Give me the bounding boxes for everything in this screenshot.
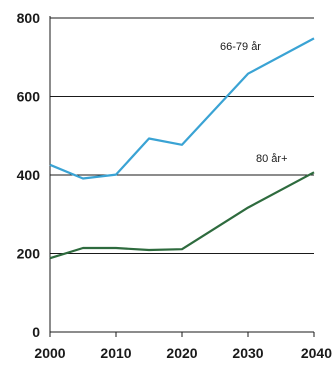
y-tick-label: 800 xyxy=(17,10,41,26)
x-tick-label: 2030 xyxy=(232,345,263,361)
y-tick-label: 200 xyxy=(17,246,41,262)
series-labels: 66-79 år 80 år+ xyxy=(220,41,288,165)
x-tick-label: 2000 xyxy=(34,345,65,361)
x-tick-label: 2020 xyxy=(166,345,197,361)
series-line-1 xyxy=(49,171,315,260)
series-label-66-79: 66-79 år xyxy=(220,41,261,53)
y-tick-label: 400 xyxy=(17,167,41,183)
y-tick-label: 0 xyxy=(32,324,40,340)
y-tick-label: 600 xyxy=(17,89,41,105)
y-axis-ticks: 0 200 400 600 800 xyxy=(17,10,41,340)
x-tick-label: 2040 xyxy=(301,345,332,361)
x-tick-label: 2010 xyxy=(100,345,131,361)
axes xyxy=(49,16,315,337)
x-axis-ticks: 2000 2010 2020 2030 2040 xyxy=(34,345,332,361)
series-lines xyxy=(49,37,315,260)
series-label-80plus: 80 år+ xyxy=(256,153,288,165)
gridlines xyxy=(50,17,314,254)
